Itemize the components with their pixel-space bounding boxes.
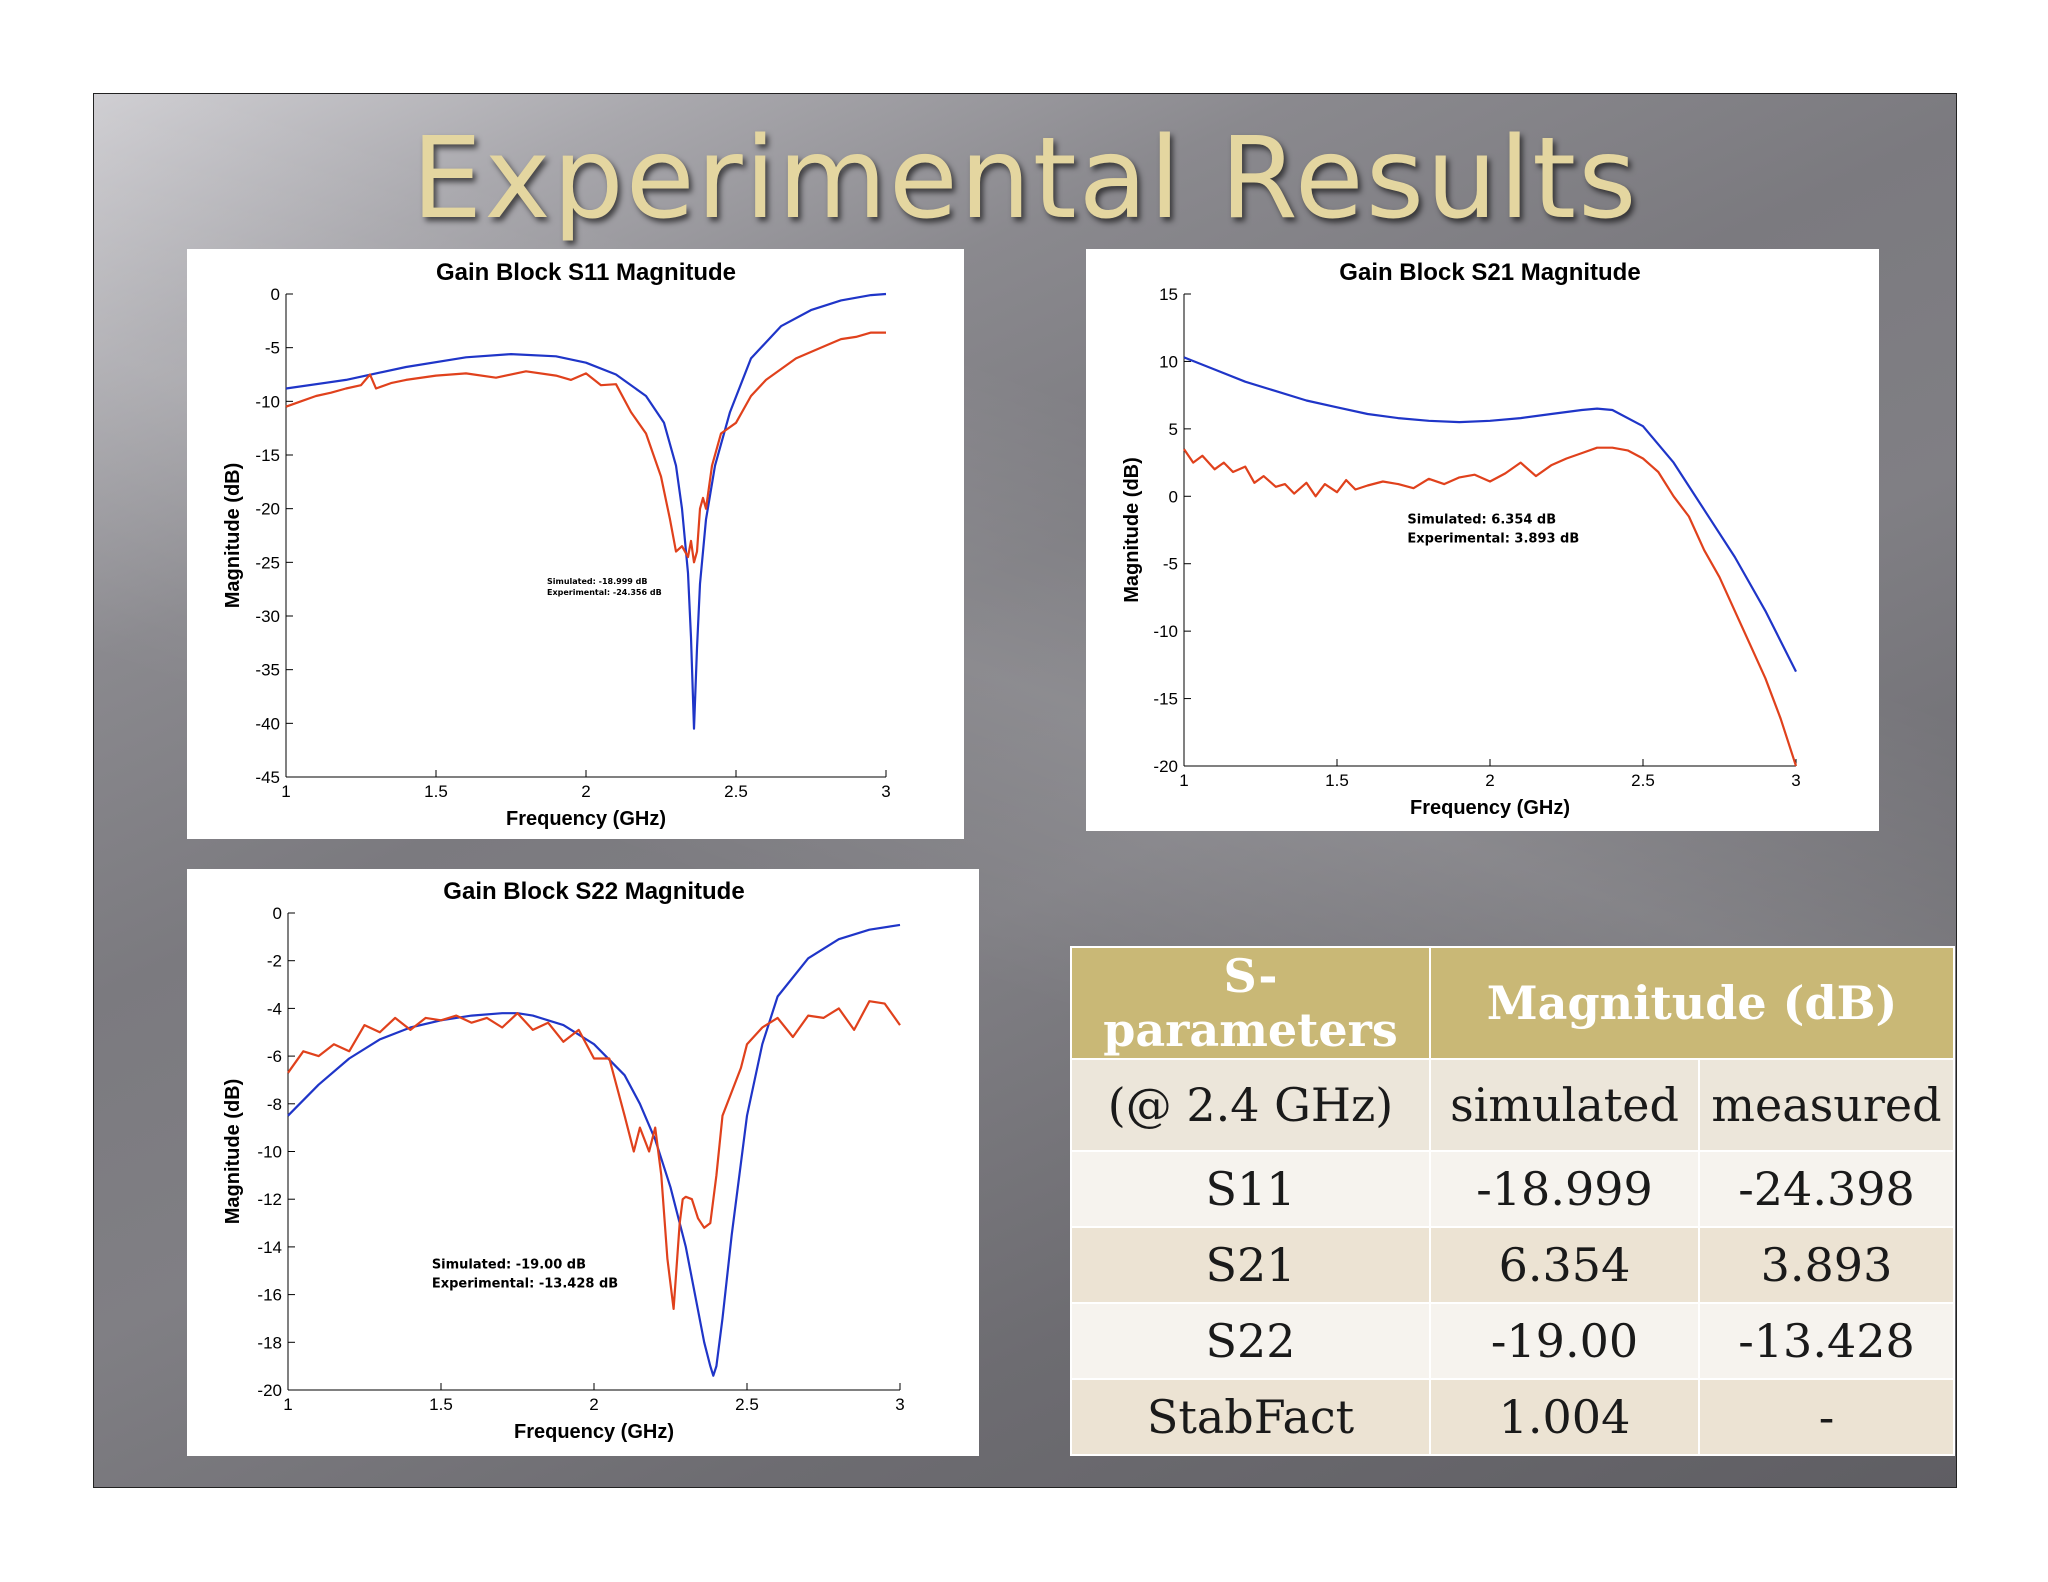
y-tick-label: -10: [1153, 622, 1178, 641]
y-tick-label: -4: [267, 999, 282, 1018]
y-tick-label: -20: [255, 500, 280, 519]
y-tick-label: -25: [255, 553, 280, 572]
chart-panel-s21: 1 1.5 2 2.5 3 15 10 5 0 -5 -10 -15 -20 Gain Block S21…: [1086, 249, 1879, 831]
table-row: StabFact 1.004 -: [1070, 1378, 1955, 1456]
chart-s22: 1 1.5 2 2.5 3 0 -2 -4 -6 -8 -10 -12 -14 -16 -18 -20 Gain…: [222, 878, 905, 1443]
x-tick-label: 2.5: [724, 782, 748, 801]
header-sparameters: S- parameters: [1070, 946, 1431, 1060]
header-magnitude: Magnitude (dB): [1429, 946, 1955, 1060]
y-tick-label: 0: [271, 285, 280, 304]
row-param: S22: [1070, 1302, 1431, 1380]
chart-s21: 1 1.5 2 2.5 3 15 10 5 0 -5 -10 -15 -20 Gain Block S21…: [1121, 259, 1801, 819]
row-measured: -13.428: [1698, 1302, 1955, 1380]
y-tick-label: 5: [1169, 420, 1178, 439]
x-tick-label: 3: [881, 782, 890, 801]
series-line-experimental: [285, 331, 886, 564]
chart-annotation: Experimental: -24.356 dB: [547, 588, 662, 597]
x-tick-label: 1: [283, 1395, 292, 1414]
series-line-simulated: [287, 923, 901, 1377]
y-tick-label: -20: [1153, 757, 1178, 776]
y-tick-label: 0: [1169, 487, 1178, 506]
x-tick-label: 2.5: [1631, 771, 1655, 790]
y-tick-label: -8: [267, 1095, 282, 1114]
chart-annotation: Simulated: -19.00 dB: [432, 1257, 586, 1272]
x-tick-label: 2: [1485, 771, 1494, 790]
chart-panel-s11: 1 1.5 2 2.5 3 0 -5 -10 -15 -20 -25 -30 -35 -40 -45 Gain…: [187, 249, 964, 839]
x-tick-label: 3: [1791, 771, 1800, 790]
y-tick-label: -40: [255, 714, 280, 733]
row-simulated: 6.354: [1429, 1226, 1700, 1304]
y-axis-label: Magnitude (dB): [222, 1079, 244, 1225]
row-measured: 3.893: [1698, 1226, 1955, 1304]
y-tick-label: 0: [273, 904, 282, 923]
y-tick-label: -2: [267, 952, 282, 971]
y-tick-label: -45: [255, 768, 280, 787]
row-measured: -: [1698, 1378, 1955, 1456]
chart-annotation: Experimental: -13.428 dB: [432, 1276, 618, 1291]
row-param: StabFact: [1070, 1378, 1431, 1456]
row-measured: -24.398: [1698, 1150, 1955, 1228]
slide-background: Experimental Results 1 1.5 2 2.5 3 0 -5 -10 -15-…: [93, 93, 1957, 1488]
x-tick-label: 3: [895, 1395, 904, 1414]
subheader-frequency: (@ 2.4 GHz): [1070, 1058, 1431, 1152]
y-tick-label: -18: [257, 1333, 282, 1352]
y-tick-label: -10: [257, 1143, 282, 1162]
x-tick-label: 1.5: [1325, 771, 1349, 790]
series-line-experimental: [287, 1000, 901, 1310]
y-axis-label: Magnitude (dB): [222, 463, 244, 609]
chart-title: Gain Block S21 Magnitude: [1339, 259, 1640, 286]
y-tick-label: -20: [257, 1381, 282, 1400]
chart-s11: 1 1.5 2 2.5 3 0 -5 -10 -15 -20 -25 -30 -35 -40 -45 Gain…: [222, 259, 891, 830]
x-tick-label: 1.5: [429, 1395, 453, 1414]
sparameter-table-panel: S- parameters Magnitude (dB) (@ 2.4 GHz)…: [1070, 946, 1955, 1456]
y-tick-label: -15: [1153, 690, 1178, 709]
chart-annotation: Simulated: 6.354 dB: [1407, 512, 1556, 527]
subheader-measured: measured: [1698, 1058, 1955, 1152]
y-tick-label: -12: [257, 1190, 282, 1209]
y-tick-label: -15: [255, 446, 280, 465]
y-tick-label: -30: [255, 607, 280, 626]
row-simulated: 1.004: [1429, 1378, 1700, 1456]
x-tick-label: 2: [589, 1395, 598, 1414]
y-tick-label: -5: [1163, 555, 1178, 574]
table-row: S21 6.354 3.893: [1070, 1226, 1955, 1304]
sparameter-table: S- parameters Magnitude (dB) (@ 2.4 GHz)…: [1070, 946, 1955, 1456]
y-axis-label: Magnitude (dB): [1121, 457, 1143, 603]
x-tick-label: 2.5: [735, 1395, 759, 1414]
x-tick-label: 1: [1179, 771, 1188, 790]
row-param: S21: [1070, 1226, 1431, 1304]
row-param: S11: [1070, 1150, 1431, 1228]
y-tick-label: -10: [255, 392, 280, 411]
table-header-row: S- parameters Magnitude (dB): [1070, 946, 1955, 1060]
series-line-experimental: [1183, 446, 1798, 767]
series-line-simulated: [1183, 356, 1797, 673]
y-tick-label: -16: [257, 1286, 282, 1305]
x-axis-label: Frequency (GHz): [514, 1421, 674, 1443]
row-simulated: -18.999: [1429, 1150, 1700, 1228]
y-tick-label: -5: [265, 339, 280, 358]
y-tick-label: -35: [255, 661, 280, 680]
y-tick-label: 10: [1159, 352, 1178, 371]
series-line-simulated: [285, 292, 887, 730]
slide-title: Experimental Results: [411, 114, 1639, 244]
chart-annotation: Simulated: -18.999 dB: [547, 577, 647, 586]
x-axis-label: Frequency (GHz): [1410, 797, 1570, 819]
chart-panel-s22: 1 1.5 2 2.5 3 0 -2 -4 -6 -8 -10 -12 -14 -16 -18 -20 Gain…: [187, 869, 979, 1456]
chart-title: Gain Block S22 Magnitude: [443, 878, 744, 905]
x-axis-label: Frequency (GHz): [506, 808, 666, 830]
x-tick-label: 2: [581, 782, 590, 801]
y-tick-label: 15: [1159, 285, 1178, 304]
row-simulated: -19.00: [1429, 1302, 1700, 1380]
chart-title: Gain Block S11 Magnitude: [436, 259, 736, 286]
table-subheader-row: (@ 2.4 GHz) simulated measured: [1070, 1058, 1955, 1152]
subheader-simulated: simulated: [1429, 1058, 1700, 1152]
y-tick-label: -6: [267, 1047, 282, 1066]
chart-annotation: Experimental: 3.893 dB: [1407, 531, 1579, 546]
table-row: S22 -19.00 -13.428: [1070, 1302, 1955, 1380]
table-row: S11 -18.999 -24.398: [1070, 1150, 1955, 1228]
y-tick-label: -14: [257, 1238, 282, 1257]
x-tick-label: 1: [281, 782, 290, 801]
x-tick-label: 1.5: [424, 782, 448, 801]
